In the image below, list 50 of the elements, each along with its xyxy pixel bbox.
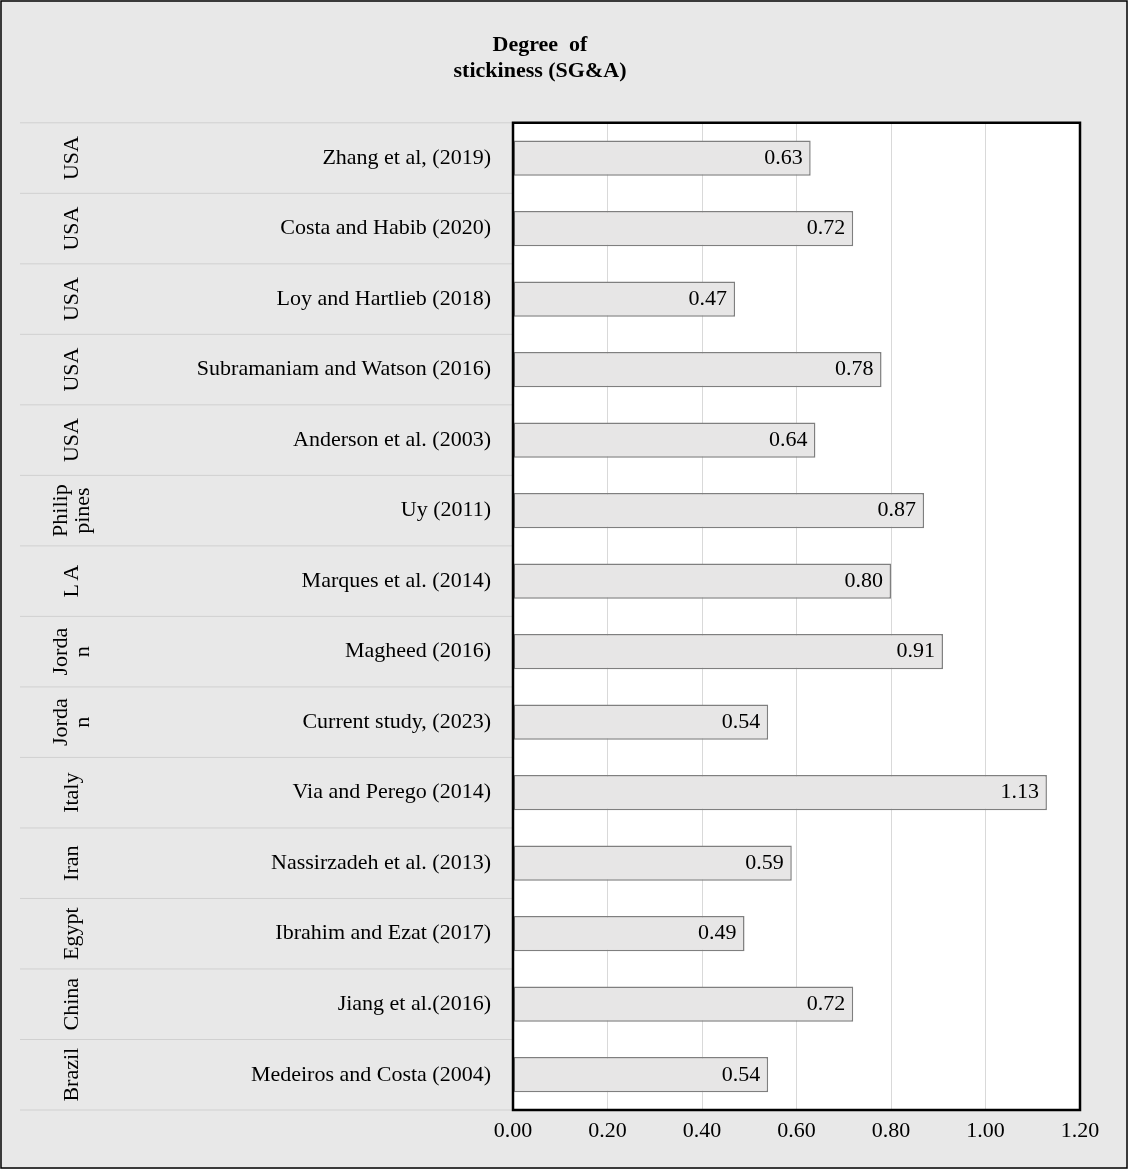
data-label: 0.80 — [844, 566, 883, 592]
y-tick-label: Anderson et al. (2003) — [293, 425, 491, 451]
y-tick-label: Nassirzadeh et al. (2013) — [271, 848, 491, 874]
text: Jordan — [46, 627, 94, 676]
x-tick-label: 1.20 — [1060, 1116, 1100, 1142]
text: Egypt — [57, 907, 83, 960]
x-tick-label: 0.40 — [682, 1116, 722, 1142]
y-tick-label: Costa and Habib (2020) — [280, 214, 491, 240]
y-tick-label: Zhang et al, (2019) — [322, 143, 491, 169]
data-label: 0.78 — [835, 355, 874, 381]
data-label: 0.49 — [698, 919, 737, 945]
data-label: 0.54 — [721, 1060, 761, 1086]
x-tick-label: 0.80 — [871, 1116, 911, 1142]
data-label: 0.63 — [764, 143, 803, 169]
text: Brazil — [57, 1047, 83, 1102]
x-tick-label: 1.00 — [966, 1116, 1005, 1142]
data-label: 1.13 — [1000, 778, 1039, 804]
text: China — [57, 977, 83, 1031]
x-tick-label: 0.60 — [777, 1116, 816, 1142]
y-tick-label: Subramaniam and Watson (2016) — [196, 355, 491, 381]
y-tick-label: Marques et al. (2014) — [301, 566, 491, 592]
text: Italy — [57, 772, 83, 813]
data-label: 0.54 — [721, 707, 761, 733]
y-tick-label: Uy (2011) — [400, 496, 491, 522]
text: USA — [57, 347, 83, 392]
data-label: 0.91 — [896, 637, 935, 663]
text: Jordan — [46, 698, 94, 746]
x-tick-label: 0.20 — [588, 1116, 627, 1142]
text: USA — [57, 276, 83, 322]
y-tick-label: Medeiros and Costa (2004) — [250, 1060, 491, 1086]
text: USA — [57, 206, 83, 251]
y-tick-label: Magheed (2016) — [344, 637, 491, 663]
x-tick-label: 0.00 — [493, 1116, 533, 1142]
text: Iran — [57, 845, 83, 881]
data-label: 0.72 — [806, 990, 846, 1016]
y-tick-label: Via and Perego (2014) — [292, 778, 491, 804]
text: Philippines — [46, 484, 94, 537]
y-tick-label: Ibrahim and Ezat (2017) — [275, 919, 491, 945]
data-label: 0.64 — [768, 425, 808, 451]
data-label: 0.87 — [877, 496, 917, 522]
y-tick-label: Jiang et al.(2016) — [337, 990, 491, 1016]
data-label: 0.59 — [745, 848, 784, 874]
y-tick-label: Loy and Hartlieb (2018) — [276, 284, 491, 310]
text: USA — [57, 135, 83, 181]
y-tick-label: Current study, (2023) — [302, 707, 491, 733]
text: USA — [57, 418, 83, 463]
chart-title: Degree of stickiness (SG&A) — [453, 30, 627, 83]
data-label: 0.72 — [806, 214, 846, 240]
text: L A — [57, 564, 83, 598]
data-label: 0.47 — [688, 284, 728, 310]
